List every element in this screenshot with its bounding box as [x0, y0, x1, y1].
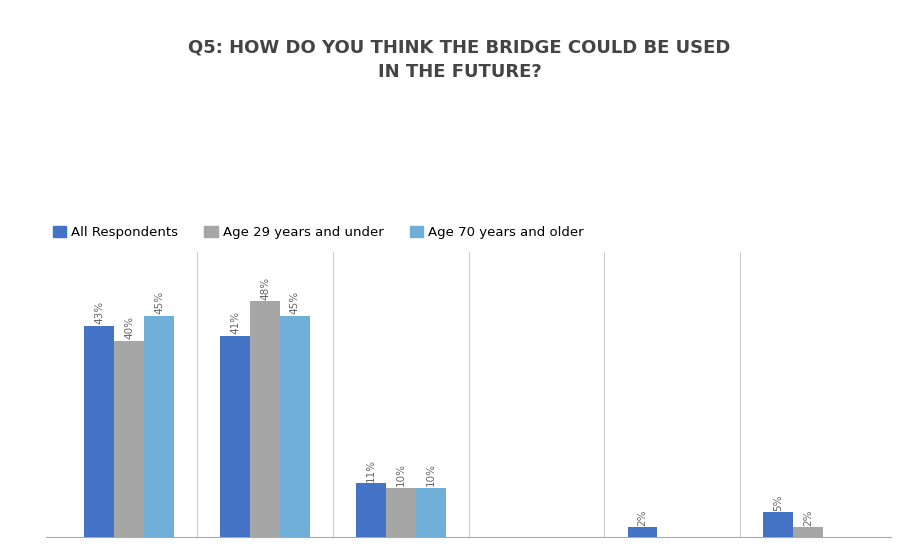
Text: 41%: 41% — [230, 311, 240, 334]
Bar — [793, 527, 823, 537]
Text: 43%: 43% — [95, 301, 105, 324]
Text: 11%: 11% — [366, 458, 376, 482]
Text: 10%: 10% — [425, 464, 436, 487]
Text: 2%: 2% — [638, 509, 648, 526]
Text: 10%: 10% — [396, 464, 406, 487]
Bar — [221, 335, 250, 537]
Text: 2%: 2% — [803, 509, 813, 526]
Text: Q5: HOW DO YOU THINK THE BRIDGE COULD BE USED
IN THE FUTURE?: Q5: HOW DO YOU THINK THE BRIDGE COULD BE… — [188, 38, 731, 81]
Bar — [250, 301, 280, 537]
Bar — [114, 340, 144, 537]
Legend: All Respondents, Age 29 years and under, Age 70 years and older: All Respondents, Age 29 years and under,… — [52, 226, 584, 239]
Bar — [764, 512, 793, 537]
Bar — [628, 527, 657, 537]
Bar — [356, 483, 386, 537]
Text: 40%: 40% — [124, 316, 134, 339]
Text: 45%: 45% — [289, 292, 300, 315]
Text: 45%: 45% — [154, 292, 165, 315]
Bar — [415, 488, 446, 537]
Bar — [144, 316, 174, 537]
Text: 48%: 48% — [260, 277, 270, 300]
Text: 5%: 5% — [773, 494, 783, 511]
Bar — [85, 326, 114, 537]
Bar — [386, 488, 415, 537]
Bar — [280, 316, 310, 537]
